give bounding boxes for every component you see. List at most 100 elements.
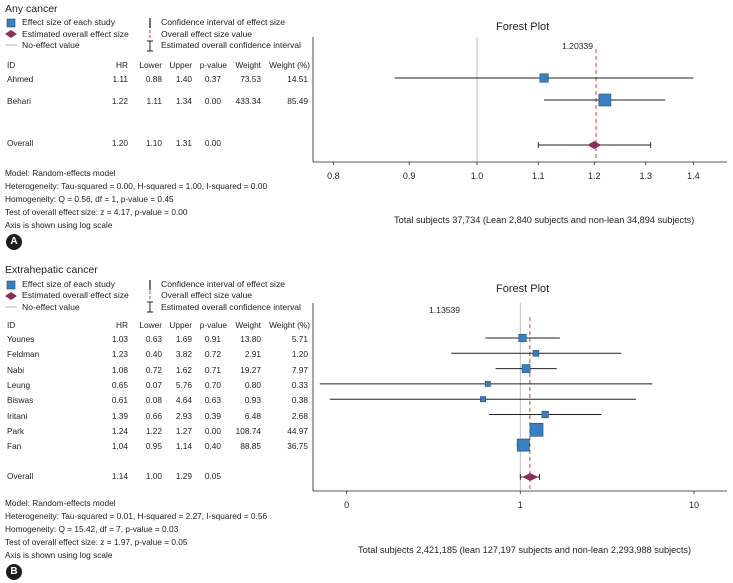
x-tick-label: 1 (518, 500, 523, 510)
total-subjects: Total subjects 2,421,185 (lean 127,197 s… (358, 545, 692, 555)
legend-no-effect: No-effect value (22, 302, 80, 312)
effect-square (529, 422, 544, 437)
study-hr: 1.11 (112, 74, 128, 84)
study-id: Park (7, 425, 25, 436)
study-pvalue: 0.40 (204, 441, 221, 452)
overall-id: Overall (7, 138, 34, 148)
legend-no-effect: No-effect value (22, 40, 80, 50)
note-model: Model: Random-effects model (5, 498, 116, 508)
study-weight-pct: 36.75 (287, 441, 308, 452)
study-upper: 5.76 (175, 379, 192, 390)
effect-square (598, 93, 612, 107)
study-hr: 1.23 (111, 349, 128, 360)
overall-upper: 1.31 (175, 138, 192, 148)
note-log-scale: Axis is shown using log scale (5, 550, 113, 560)
study-pvalue: 0.00 (204, 425, 221, 436)
col-weight: Weight (235, 320, 261, 330)
study-weight: 2.91 (244, 349, 261, 360)
study-upper: 3.82 (175, 349, 192, 360)
study-hr: 1.39 (111, 410, 128, 421)
study-weight-pct: 14.51 (287, 74, 308, 84)
study-weight: 433.34 (235, 96, 261, 106)
col-id: ID (7, 320, 16, 330)
legend-no-effect-line-icon (5, 44, 17, 46)
overall-lower: 1.10 (145, 138, 162, 148)
study-upper: 4.64 (175, 395, 192, 406)
overall-pvalue: 0.00 (204, 138, 221, 148)
study-id: Iritani (7, 410, 28, 421)
x-tick-label: 10 (689, 500, 699, 510)
study-weight: 0.80 (244, 379, 261, 390)
study-weight-pct: 2.68 (291, 410, 308, 421)
overall-diamond (587, 141, 602, 149)
study-upper: 1.62 (175, 364, 192, 375)
overall-id: Overall (7, 471, 34, 481)
effect-square (521, 364, 531, 373)
study-weight: 13.80 (240, 334, 261, 344)
legend-overall-effect: Estimated overall effect size (22, 29, 129, 39)
col-weight: Weight (235, 60, 261, 70)
col-lower: Lower (139, 320, 162, 330)
x-tick-label: 1.0 (471, 171, 484, 181)
col-pvalue: p-value (199, 60, 227, 70)
x-tick-label: 1.1 (532, 171, 545, 181)
study-pvalue: 0.71 (204, 364, 221, 375)
note-model: Model: Random-effects model (5, 168, 116, 178)
legend-ci-icon (149, 18, 151, 28)
col-weight-pct: Weight (%) (269, 320, 310, 330)
study-pvalue: 0.37 (204, 74, 221, 84)
legend-effect-size: Effect size of each study (22, 279, 115, 289)
overall-upper: 1.29 (175, 471, 192, 481)
effect-square (539, 73, 549, 83)
pooled-label: 1.13539 (429, 305, 461, 315)
overall-hr: 1.20 (111, 138, 128, 148)
col-upper: Upper (169, 60, 192, 70)
effect-square (484, 380, 491, 387)
study-lower: 0.95 (145, 441, 162, 452)
study-pvalue: 0.70 (204, 379, 221, 390)
study-hr: 0.65 (111, 379, 128, 390)
study-id: Biswas (7, 395, 34, 406)
legend-overall-ci: Estimated overall confidence interval (161, 302, 301, 312)
legend-overall-effect: Estimated overall effect size (22, 290, 129, 300)
plot-title: Forest Plot (496, 283, 550, 295)
legend-no-effect-line-icon (5, 306, 17, 308)
legend-overall-value: Overall effect size value (161, 29, 253, 39)
study-lower: 0.07 (145, 379, 162, 390)
col-pvalue: p-value (199, 320, 227, 330)
col-lower: Lower (139, 60, 162, 70)
study-lower: 1.11 (146, 96, 162, 106)
total-subjects: Total subjects 37,734 (Lean 2,840 subjec… (394, 215, 695, 225)
legend-dashed-line-icon (149, 30, 151, 40)
study-hr: 1.03 (111, 334, 128, 344)
overall-hr: 1.14 (111, 471, 128, 481)
legend-diamond-icon (5, 30, 17, 38)
study-lower: 0.66 (145, 410, 162, 421)
effect-square (532, 350, 540, 357)
note-overall-test: Test of overall effect size: z = 4.17, p… (5, 207, 188, 217)
overall-diamond (522, 473, 539, 481)
study-weight-pct: 1.20 (291, 349, 308, 360)
legend-overall-ci: Estimated overall confidence interval (161, 40, 301, 50)
x-tick-label: 1.2 (588, 171, 601, 181)
study-weight: 88.85 (240, 441, 261, 452)
effect-square (518, 333, 527, 343)
col-hr: HR (116, 320, 128, 330)
note-heterogeneity: Heterogeneity: Tau-squared = 0.01, H-squ… (5, 511, 268, 521)
col-id: ID (7, 60, 16, 70)
study-lower: 0.88 (145, 74, 162, 84)
legend-ci-icon (149, 280, 151, 290)
study-pvalue: 0.72 (204, 349, 221, 360)
study-id: Leung (7, 379, 31, 390)
study-lower: 0.40 (145, 349, 162, 360)
study-pvalue: 0.00 (204, 96, 221, 106)
note-homogeneity: Homogeneity: Q = 0.56, df = 1, p-value =… (5, 194, 174, 204)
section-title: Any cancer (5, 3, 58, 15)
study-hr: 1.04 (111, 441, 128, 452)
study-weight-pct: 5.71 (291, 334, 308, 344)
legend-dashed-line-icon (149, 291, 151, 301)
legend-ci: Confidence interval of effect size (161, 17, 286, 27)
plot-title: Forest Plot (496, 21, 550, 33)
